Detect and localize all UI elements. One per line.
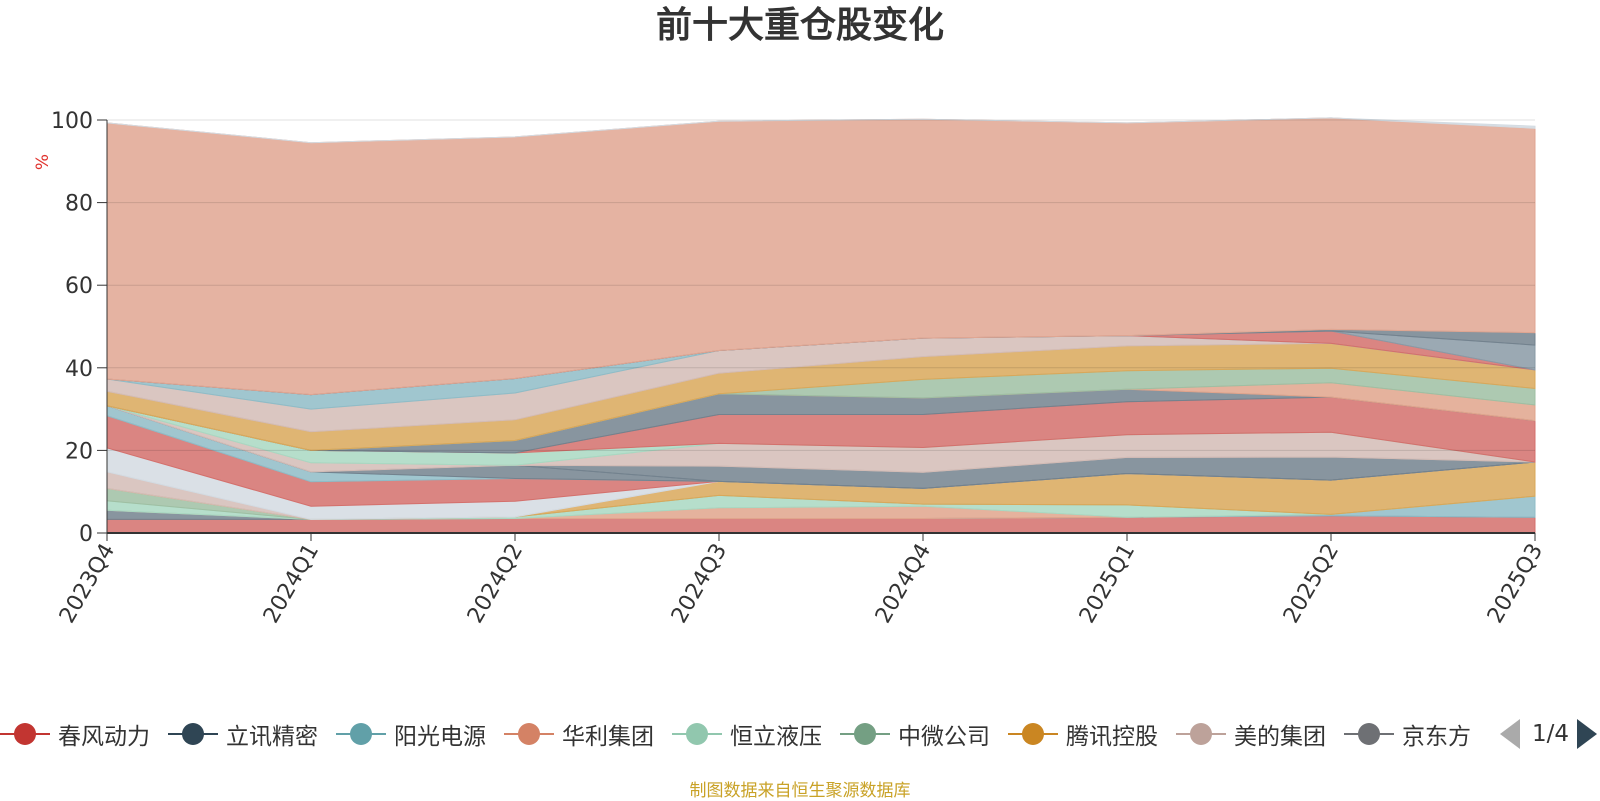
legend-item-label: 腾讯控股 [1066,724,1158,750]
legend-marker-dot [686,723,708,745]
y-tick-label-0: 0 [79,522,93,547]
legend-item-8[interactable]: 美的集团 [1176,715,1326,753]
legend-item-label: 美的集团 [1234,724,1326,750]
y-tick-label-20: 20 [65,439,93,464]
legend-pager: 1/4 [1500,716,1600,752]
legend-marker-icon [1176,723,1226,745]
x-tick-label-2024Q3: 2024Q3 [667,540,732,628]
legend: 春风动力 立讯精密 阳光电源 华利集团 恒立液压 中微公司 腾讯控股 美的集团 京东方A [0,715,1470,753]
legend-marker-dot [1190,723,1212,745]
area-layer [106,117,1536,534]
legend-item-6[interactable]: 中微公司 [840,715,990,753]
legend-marker-icon [168,723,218,745]
legend-marker-icon [1008,723,1058,745]
legend-marker-dot [854,723,876,745]
area-chart: % 0 20 40 60 80 100 2023Q4 2024Q1 2024Q2 2024Q3 20… [33,109,1548,628]
source-note: 制图数据来自恒生聚源数据库 [689,781,911,801]
legend-item-4[interactable]: 华利集团 [504,715,654,753]
legend-item-label: 华利集团 [562,724,654,750]
legend-item-label: 京东方A [1402,724,1470,750]
x-tick-label-2024Q1: 2024Q1 [259,540,324,628]
legend-marker-icon [336,723,386,745]
x-tick-label-2024Q2: 2024Q2 [463,540,528,628]
legend-marker-icon [504,723,554,745]
y-tick-label-100: 100 [51,109,93,134]
legend-item-7[interactable]: 腾讯控股 [1008,715,1158,753]
legend-marker-dot [1022,723,1044,745]
x-tick-label-2025Q3: 2025Q3 [1483,540,1548,628]
legend-marker-dot [1358,723,1380,745]
legend-marker-dot [14,723,36,745]
legend-marker-dot [182,723,204,745]
legend-marker-icon [0,723,50,745]
legend-item-9[interactable]: 京东方A [1344,715,1470,753]
legend-marker-icon [672,723,722,745]
legend-next-page-icon[interactable] [1577,719,1598,749]
legend-item-label: 中微公司 [898,724,990,750]
legend-page-indicator: 1/4 [1532,721,1570,747]
legend-item-label: 阳光电源 [394,724,486,750]
y-tick-label-80: 80 [65,192,93,217]
y-tick-label-60: 60 [65,274,93,299]
legend-marker-icon [1344,723,1394,745]
y-axis-unit-label: % [33,154,53,170]
chart-title: 前十大重仓股变化 [655,5,944,46]
legend-prev-page-icon[interactable] [1500,719,1520,749]
legend-marker-dot [350,723,372,745]
legend-item-label: 立讯精密 [226,724,318,750]
legend-item-3[interactable]: 阳光电源 [336,715,486,753]
legend-item-label: 春风动力 [58,724,150,750]
x-tick-label-2025Q1: 2025Q1 [1075,540,1140,628]
area-series-28 [106,117,1536,144]
legend-item-5[interactable]: 恒立液压 [672,715,822,753]
x-tick-label-2025Q2: 2025Q2 [1279,540,1344,628]
legend-item-2[interactable]: 立讯精密 [168,715,318,753]
x-tick-label-2024Q4: 2024Q4 [871,540,936,628]
legend-item-1[interactable]: 春风动力 [0,715,150,753]
legend-marker-icon [840,723,890,745]
y-tick-label-40: 40 [65,357,93,382]
legend-marker-dot [518,723,540,745]
x-tick-label-2023Q4: 2023Q4 [55,540,120,628]
legend-item-label: 恒立液压 [730,724,822,750]
